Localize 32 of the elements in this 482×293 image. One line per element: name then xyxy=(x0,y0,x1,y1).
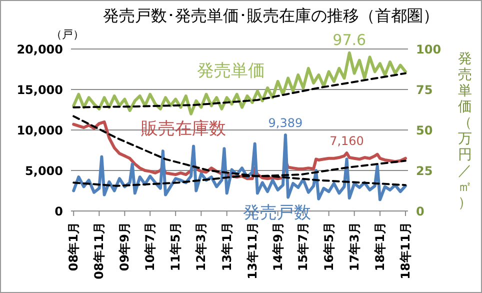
x-tick-label: 10年7月 xyxy=(143,222,158,272)
y-tick-label: 5,000 xyxy=(25,164,63,178)
x-tick-label: 13年11月 xyxy=(245,222,260,280)
y2-axis-title: 発売単価（万円／㎡） xyxy=(457,51,473,211)
x-tick-label: 12年3月 xyxy=(194,222,208,272)
x-tick-label: 09年9月 xyxy=(118,222,132,272)
y-tick-label: 10,000 xyxy=(16,123,63,138)
x-tick-label: 11年5月 xyxy=(168,222,183,272)
data-label: 9,389 xyxy=(268,116,303,130)
x-tick-label: 18年1月 xyxy=(372,222,387,272)
data-label: 7,160 xyxy=(330,134,364,148)
y-tick-label: 15,000 xyxy=(16,82,63,97)
y2-tick-label: 0 xyxy=(416,204,424,218)
series-label: 発売単価 xyxy=(197,60,265,82)
x-tick-label: 17年3月 xyxy=(347,222,362,272)
x-tick-label: 15年7月 xyxy=(296,222,310,272)
y-tick-label: 20,000 xyxy=(16,42,63,56)
chart-title: 発売戸数･発売単価･販売在庫の推移（首都圏） xyxy=(102,6,440,27)
y2-tick-label: 50 xyxy=(416,123,433,138)
x-tick-label: 16年5月 xyxy=(322,222,336,272)
x-tick-label: 08年11月 xyxy=(92,222,106,280)
line-series xyxy=(72,51,407,116)
y2-tick-label: 75 xyxy=(416,82,433,97)
x-tick-label: 18年11月 xyxy=(398,222,412,280)
data-label: 97.6 xyxy=(332,30,366,49)
x-tick-label: 08年1月 xyxy=(66,222,81,272)
y2-tick-label: 100 xyxy=(416,42,442,56)
y2-tick-label: 25 xyxy=(416,164,433,178)
x-tick-label: 14年9月 xyxy=(270,222,285,272)
y-tick-label: 0 xyxy=(54,204,63,218)
x-tick-label: 13年1月 xyxy=(220,222,234,272)
y-axis-title: （戸） xyxy=(51,27,84,42)
